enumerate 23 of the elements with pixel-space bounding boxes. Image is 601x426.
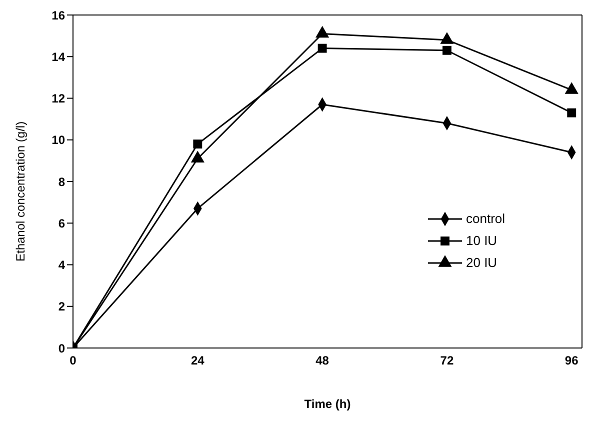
point <box>442 46 452 55</box>
point <box>193 140 202 149</box>
x-tick-label: 96 <box>564 354 579 368</box>
x-tick-label: 0 <box>70 354 77 368</box>
x-tick-label: 72 <box>440 354 454 368</box>
legend-label: 20 IU <box>466 254 498 272</box>
y-tick-label: 8 <box>58 174 66 189</box>
y-axis-title: Ethanol concentration (g/l) <box>13 121 28 262</box>
y-tick-label: 0 <box>58 341 66 356</box>
y-tick-label: 4 <box>58 258 66 272</box>
x-tick-label: 48 <box>316 354 330 368</box>
y-tick-label: 14 <box>52 50 66 64</box>
x-axis-title: Time (h) <box>304 397 351 411</box>
y-tick-label: 10 <box>52 133 66 148</box>
point <box>567 108 576 118</box>
x-tick-label: 24 <box>190 354 205 368</box>
legend-label: 10 IU <box>466 232 498 250</box>
legend-label: control <box>466 210 506 228</box>
point <box>318 44 327 53</box>
y-tick-label: 6 <box>58 216 66 230</box>
y-tick-label: 12 <box>52 92 66 106</box>
y-tick-label: 2 <box>58 300 66 314</box>
y-tick-label: 16 <box>52 8 66 22</box>
